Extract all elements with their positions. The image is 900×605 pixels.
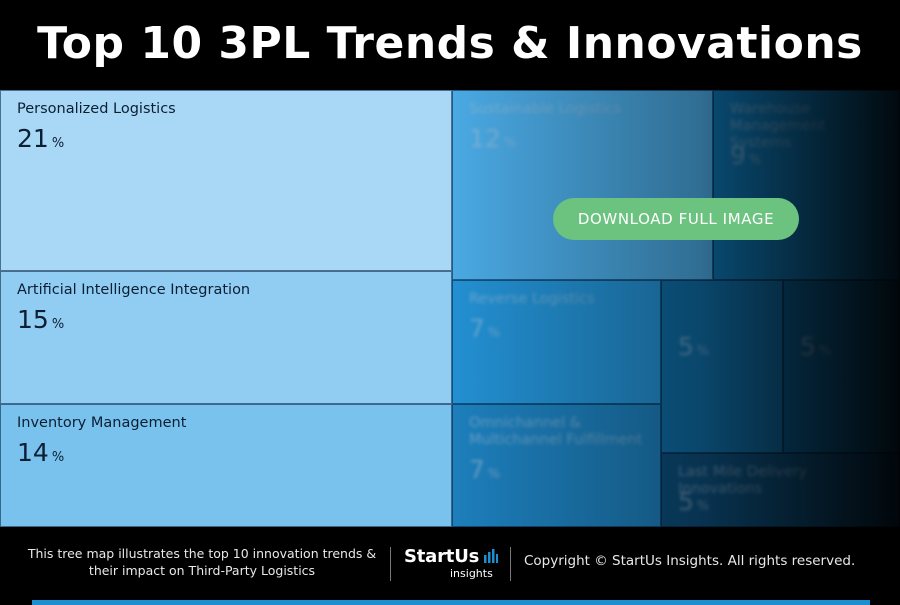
tile-value: 7% — [469, 314, 501, 343]
tile-label: Last Mile Delivery Innovations — [678, 464, 808, 497]
footer-description: This tree map illustrates the top 10 inn… — [27, 546, 377, 578]
treemap-tile: Artificial Intelligence Integration 15% — [0, 271, 452, 404]
logo-brand-text: StartUs — [404, 546, 480, 567]
tile-label: Personalized Logistics — [17, 101, 176, 117]
footer-divider — [510, 547, 511, 581]
copyright-text: Copyright © StartUs Insights. All rights… — [524, 553, 856, 569]
treemap-tile: Warehouse Management Systems 9% — [713, 90, 900, 280]
tile-value: 5% — [678, 332, 710, 361]
tile-value: 5% — [800, 332, 832, 361]
treemap-tile: 5% — [661, 280, 783, 453]
tile-value: 7% — [469, 455, 501, 484]
treemap-tile: Inventory Management 14% — [0, 404, 452, 527]
tile-value: 14% — [17, 438, 65, 467]
treemap-tile: Omnichannel & Multichannel Fulfillment 7% — [452, 404, 661, 527]
tile-label: Sustainable Logistics — [469, 101, 622, 117]
startus-insights-logo: StartUs insights — [404, 546, 498, 580]
treemap-tile: 5% — [783, 280, 900, 453]
tile-value: 5% — [678, 487, 710, 516]
accent-bar — [32, 600, 870, 605]
tile-label: Artificial Intelligence Integration — [17, 282, 251, 298]
page-title: Top 10 3PL Trends & Innovations — [0, 0, 900, 90]
footer: This tree map illustrates the top 10 inn… — [0, 527, 900, 605]
treemap-tile: Last Mile Delivery Innovations 5% — [661, 453, 900, 527]
treemap-tile: Reverse Logistics 7% — [452, 280, 661, 404]
tile-label: Inventory Management — [17, 415, 187, 431]
bar-chart-icon — [484, 549, 498, 563]
treemap-chart: Personalized Logistics 21% Artificial Inte… — [0, 90, 900, 527]
treemap-tile: Sustainable Logistics 12% — [452, 90, 713, 280]
download-full-image-button[interactable]: DOWNLOAD FULL IMAGE — [553, 198, 799, 240]
tile-label: Reverse Logistics — [469, 291, 595, 307]
tile-value: 9% — [730, 141, 762, 170]
logo-sub-text: insights — [450, 567, 493, 580]
tile-value: 12% — [469, 124, 517, 153]
footer-divider — [390, 547, 391, 581]
treemap-tile: Personalized Logistics 21% — [0, 90, 452, 271]
tile-label: Omnichannel & Multichannel Fulfillment — [469, 415, 643, 448]
tile-value: 21% — [17, 124, 65, 153]
tile-value: 15% — [17, 305, 65, 334]
